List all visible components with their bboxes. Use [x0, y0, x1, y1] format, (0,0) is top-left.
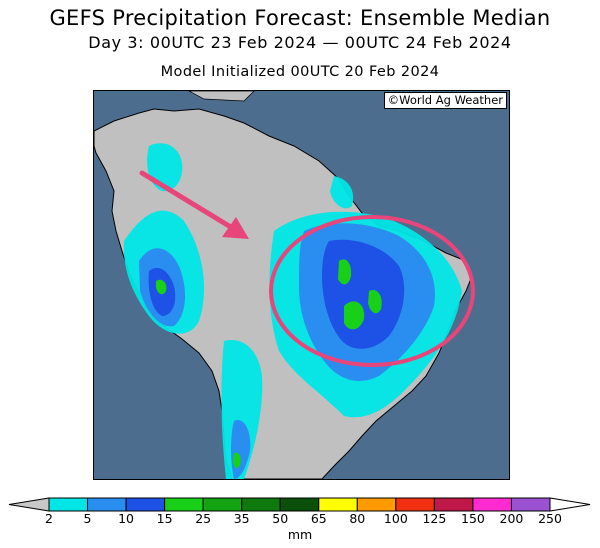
colorbar-bin — [241, 497, 281, 512]
colorbar-tick-label: 50 — [272, 511, 289, 526]
colorbar-over-arrow — [549, 497, 591, 512]
colorbar-tick-label: 200 — [499, 511, 524, 526]
colorbar-tick-label: 2 — [45, 511, 53, 526]
colorbar-bin — [87, 497, 127, 512]
colorbar-tick-label: 5 — [83, 511, 92, 526]
colorbar-bin — [202, 497, 243, 512]
colorbar-tick-label: 250 — [538, 511, 562, 526]
colorbar-tick-label: 35 — [233, 511, 250, 526]
colorbar-bin — [164, 497, 204, 512]
precipitation-map: ©World Ag Weather — [93, 90, 510, 480]
colorbar-bin — [433, 497, 474, 512]
colorbar-units: mm — [287, 527, 313, 542]
credit-label: ©World Ag Weather — [383, 92, 507, 109]
map-title: GEFS Precipitation Forecast: Ensemble Me… — [49, 6, 551, 30]
colorbar-tick-label: 125 — [422, 511, 447, 526]
caribbean-land — [188, 91, 255, 102]
colorbar-tick-label: 65 — [310, 511, 327, 526]
colorbar-bin — [48, 497, 89, 512]
forecast-period: Day 3: 00UTC 23 Feb 2024 — 00UTC 24 Feb … — [88, 33, 512, 52]
colorbar-bin — [395, 497, 435, 512]
model-init-time: Model Initialized 00UTC 20 Feb 2024 — [160, 64, 440, 80]
colorbar-tick-label: 15 — [156, 511, 173, 526]
precip-very-heavy — [156, 259, 382, 468]
colorbar-tick-label: 100 — [383, 511, 408, 526]
annotation-ellipse — [269, 215, 475, 367]
annotation-arrow — [139, 170, 249, 239]
colorbar-bin — [318, 497, 358, 512]
colorbar-bin — [279, 497, 320, 512]
colorbar-bin — [510, 497, 551, 512]
colorbar-tick-label: 25 — [195, 511, 212, 526]
colorbar-bin — [356, 497, 397, 512]
colorbar-bin — [125, 497, 166, 512]
colorbar-bin — [472, 497, 512, 512]
colorbar-tick-label: 10 — [118, 511, 135, 526]
colorbar-tick-label: 150 — [460, 511, 485, 526]
map-canvas — [94, 91, 509, 479]
colorbar-under-arrow — [8, 497, 50, 512]
colorbar — [8, 497, 591, 512]
colorbar-tick-label: 80 — [349, 511, 366, 526]
